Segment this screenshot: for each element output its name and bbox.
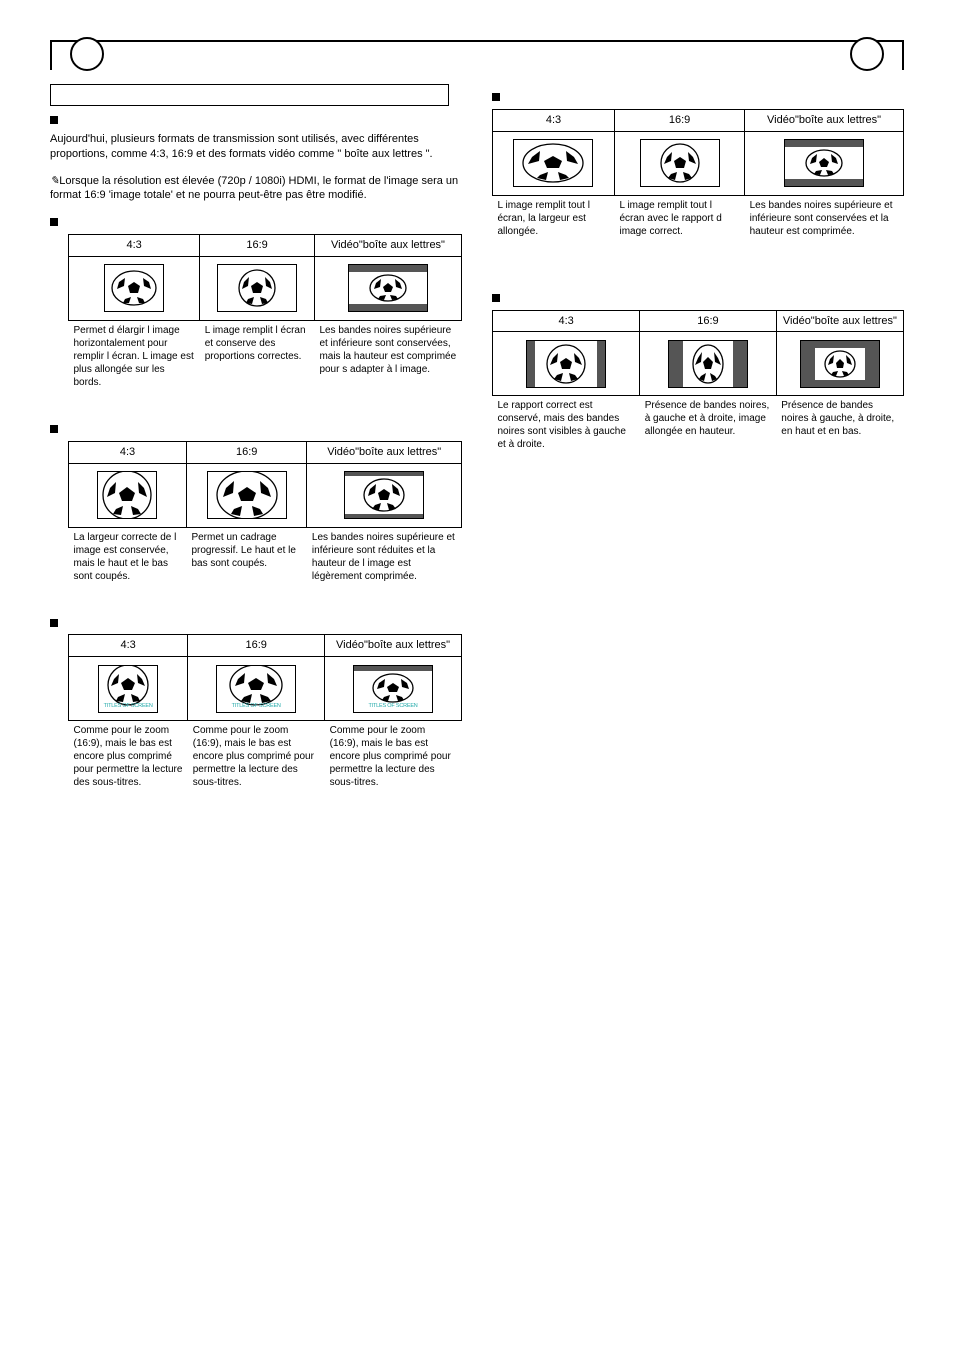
table1-heading [50, 215, 462, 230]
bullet-icon [50, 619, 58, 627]
col-169: 16:9 [200, 235, 315, 257]
aspect-4-3-crop-icon [97, 471, 157, 519]
format-table-4: 4:3 16:9 Vidéo"boîte aux lettres" L imag… [492, 109, 904, 241]
aspect-16-9-icon [217, 264, 297, 312]
aspect-letterbox-pillar-icon [800, 340, 880, 388]
desc-cell: Les bandes noires supérieure et inférieu… [307, 527, 462, 586]
aspect-16-9-sub-icon: TITLES OF SCREEN [216, 665, 296, 713]
intro-note: ✎Lorsque la résolution est élevée (720p … [50, 174, 462, 204]
col-169: 16:9 [188, 635, 325, 657]
aspect-16-9-full-icon [640, 139, 720, 187]
desc-cell: L image remplit tout l écran, la largeur… [493, 195, 615, 241]
aspect-letterbox-full-icon [784, 139, 864, 187]
subtitle-label: TITLES OF SCREEN [101, 703, 155, 710]
aspect-16-9-pillar-icon [668, 340, 748, 388]
aspect-letterbox-icon [348, 264, 428, 312]
aspect-4-3-full-icon [513, 139, 593, 187]
col-43: 4:3 [69, 441, 187, 463]
bullet-icon [50, 425, 58, 433]
subtitle-label: TITLES OF SCREEN [219, 703, 293, 710]
format-table-2: 4:3 16:9 Vidéo"boîte aux lettres" La lar… [68, 441, 462, 586]
bullet-icon [50, 218, 58, 226]
col-43: 4:3 [69, 235, 200, 257]
col-letterbox: Vidéo"boîte aux lettres" [307, 441, 462, 463]
desc-cell: L image remplit l écran et conserve des … [200, 320, 315, 392]
intro-heading [50, 113, 462, 128]
intro-text: Aujourd'hui, plusieurs formats de transm… [50, 132, 462, 162]
aspect-4-3-icon [104, 264, 164, 312]
col-43: 4:3 [493, 109, 615, 131]
desc-cell: La largeur correcte de l image est conse… [69, 527, 187, 586]
punch-hole-right [850, 37, 884, 71]
col-43: 4:3 [69, 635, 188, 657]
bullet-icon [492, 93, 500, 101]
intro-note-text: Lorsque la résolution est élevée (720p /… [50, 175, 458, 202]
desc-cell: Permet un cadrage progressif. Le haut et… [186, 527, 306, 586]
desc-cell: Le rapport correct est conservé, mais de… [493, 396, 640, 455]
desc-cell: Permet d élargir l image horizontalement… [69, 320, 200, 392]
table2-heading [50, 422, 462, 437]
col-letterbox: Vidéo"boîte aux lettres" [325, 635, 462, 657]
col-letterbox: Vidéo"boîte aux lettres" [745, 109, 904, 131]
aspect-letterbox-thin-icon [344, 471, 424, 519]
section-title-box [50, 84, 449, 106]
punch-hole-left [70, 37, 104, 71]
bullet-icon [492, 294, 500, 302]
desc-cell: Présence de bandes noires, à gauche et à… [640, 396, 777, 455]
col-letterbox: Vidéo"boîte aux lettres" [776, 310, 903, 332]
format-table-5: 4:3 16:9 Vidéo"boîte aux lettres" Le rap… [492, 310, 904, 455]
format-table-3: 4:3 16:9 Vidéo"boîte aux lettres" TITLES… [68, 634, 462, 792]
col-169: 16:9 [614, 109, 744, 131]
aspect-16-9-crop-icon [207, 471, 287, 519]
table5-heading [492, 291, 904, 306]
table4-heading [492, 90, 904, 105]
desc-cell: L image remplit tout l écran avec le rap… [614, 195, 744, 241]
col-letterbox: Vidéo"boîte aux lettres" [314, 235, 461, 257]
col-169: 16:9 [186, 441, 306, 463]
table3-heading [50, 616, 462, 631]
format-table-1: 4:3 16:9 Vidéo"boîte aux lettres" Permet… [68, 234, 462, 392]
desc-cell: Comme pour le zoom (16:9), mais le bas e… [188, 721, 325, 793]
desc-cell: Les bandes noires supérieure et inférieu… [745, 195, 904, 241]
note-icon: ✎ [50, 175, 59, 187]
desc-cell: Comme pour le zoom (16:9), mais le bas e… [69, 721, 188, 793]
desc-cell: Les bandes noires supérieure et inférieu… [314, 320, 461, 392]
aspect-4-3-pillar-icon [526, 340, 606, 388]
aspect-letterbox-sub-icon: TITLES OF SCREEN [353, 665, 433, 713]
aspect-4-3-sub-icon: TITLES OF SCREEN [98, 665, 158, 713]
col-43: 4:3 [493, 310, 640, 332]
bullet-icon [50, 116, 58, 124]
desc-cell: Présence de bandes noires à gauche, à dr… [776, 396, 903, 455]
subtitle-label: TITLES OF SCREEN [356, 703, 430, 710]
desc-cell: Comme pour le zoom (16:9), mais le bas e… [325, 721, 462, 793]
col-169: 16:9 [640, 310, 777, 332]
page-frame-top [50, 40, 904, 70]
